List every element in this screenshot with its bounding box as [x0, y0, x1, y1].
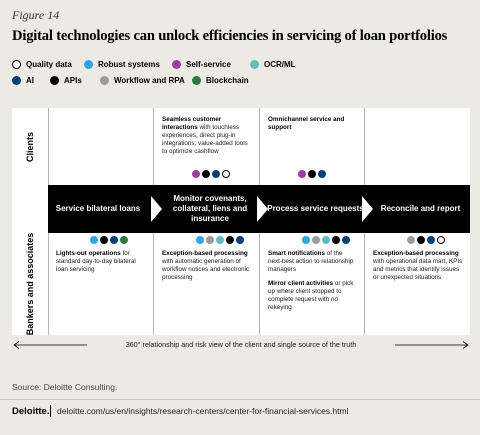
technology-dot-workflow: [407, 236, 415, 244]
cell-description: with operational data mart, KPIs and met…: [373, 258, 463, 281]
legend-item-apis: APIs: [50, 76, 82, 85]
legend-item-ocr: OCR/ML: [250, 60, 296, 69]
cell-description: of the next-best action to relationship …: [268, 250, 354, 273]
technology-dot-quality: [437, 236, 445, 244]
technology-dot-quality: [222, 170, 230, 178]
client-technology-dots: [298, 170, 326, 178]
legend-swatch-quality: [12, 60, 21, 69]
technology-dot-ai: [212, 170, 220, 178]
legend-label: OCR/ML: [264, 60, 296, 69]
stage-label: Monitor covenants, collateral, liens and…: [172, 194, 248, 223]
footer-divider: [0, 399, 480, 400]
technology-dot-self: [298, 170, 306, 178]
row-label-clients: Clients: [25, 131, 35, 162]
double-arrow-icon: [13, 341, 469, 349]
cell-heading: Mirror client activities: [268, 280, 334, 287]
legend-label: Workflow and RPA: [114, 76, 185, 85]
technology-dot-ai: [110, 236, 118, 244]
chevron-right-icon: [362, 196, 373, 222]
technology-dot-apis: [100, 236, 108, 244]
banker-cell: Exception-based processing with automati…: [162, 250, 253, 282]
stage-label: Process service requests: [267, 204, 364, 213]
diagram-title: Digital technologies can unlock efficien…: [12, 28, 448, 44]
stage-label: Service bilateral loans: [55, 204, 141, 213]
cell-heading: Omnichannel service and support: [268, 116, 345, 131]
footer-separator: [50, 405, 51, 417]
technology-dot-blockchain: [120, 236, 128, 244]
legend-swatch-workflow: [100, 76, 109, 85]
banker-technology-dots: [90, 236, 128, 244]
cell-second-paragraph: Mirror client activities or pick up wher…: [268, 280, 358, 312]
legend-item-blockchain: Blockchain: [192, 76, 249, 85]
row-header-bankers: Bankers and associates: [12, 233, 49, 335]
legend-item-self: Self-service: [172, 60, 231, 69]
technology-dot-robust: [90, 236, 98, 244]
legend-swatch-ai: [12, 76, 21, 85]
figure-label: Figure 14: [12, 8, 60, 22]
cell-description: with automatic generation of workflow no…: [162, 258, 250, 281]
legend-item-quality: Quality data: [12, 60, 72, 69]
technology-dot-ocr: [322, 236, 330, 244]
bottom-arrow-label: 360° relationship and risk view of the c…: [125, 340, 357, 349]
cell-heading: Seamless customer interactions: [162, 116, 222, 131]
technology-dot-apis: [226, 236, 234, 244]
cell-description: or pick up where client stopped to compl…: [268, 280, 354, 311]
technology-dot-ai: [236, 236, 244, 244]
deloitte-logo: Deloitte.: [12, 406, 50, 417]
chevron-right-icon: [257, 196, 268, 222]
cell-heading: Exception-based processing: [162, 250, 248, 257]
technology-dot-apis: [202, 170, 210, 178]
cell-heading: Smart notifications: [268, 250, 326, 257]
legend-label: Quality data: [26, 60, 72, 69]
legend-swatch-blockchain: [192, 76, 201, 85]
legend-label: Blockchain: [206, 76, 249, 85]
process-stage-band: Service bilateral loans Monitor covenants…: [48, 185, 470, 233]
footer-url[interactable]: deloitte.com/us/en/insights/research-cen…: [57, 406, 349, 416]
technology-dot-ai: [318, 170, 326, 178]
technology-dot-workflow: [312, 236, 320, 244]
cell-description: with touchless experiences, direct plug-…: [162, 124, 248, 155]
technology-dot-ai: [342, 236, 350, 244]
client-cell: Omnichannel service and support: [268, 116, 358, 132]
legend-item-robust: Robust systems: [84, 60, 160, 69]
bottom-span-arrow: 360° relationship and risk view of the c…: [12, 339, 470, 351]
chevron-right-icon: [151, 196, 162, 222]
legend-swatch-apis: [50, 76, 59, 85]
banker-technology-dots: [407, 236, 445, 244]
legend-swatch-ocr: [250, 60, 259, 69]
banker-technology-dots: [196, 236, 244, 244]
banker-cell: Lights-out operations for standard day-t…: [56, 250, 147, 274]
legend-item-ai: AI: [12, 76, 34, 85]
technology-dot-ocr: [216, 236, 224, 244]
cell-heading: Exception-based processing: [373, 250, 459, 257]
process-panel: Clients Bankers and associates Service b…: [12, 108, 470, 335]
banker-cell: Smart notifications of the next-best act…: [268, 250, 358, 312]
legend-swatch-self: [172, 60, 181, 69]
row-header-clients: Clients: [12, 108, 49, 185]
banker-cell: Exception-based processing with operatio…: [373, 250, 464, 282]
technology-dot-apis: [308, 170, 316, 178]
technology-dot-ai: [427, 236, 435, 244]
client-cell: Seamless customer interactions with touc…: [162, 116, 253, 156]
cell-description: for standard day-to-day bilateral loan s…: [56, 250, 136, 273]
stage-label: Reconcile and report: [380, 204, 461, 213]
technology-dot-robust: [302, 236, 310, 244]
legend-label: Self-service: [186, 60, 231, 69]
technology-dot-apis: [417, 236, 425, 244]
legend-item-workflow: Workflow and RPA: [100, 76, 185, 85]
technology-dot-workflow: [206, 236, 214, 244]
technology-dot-self: [192, 170, 200, 178]
legend-swatch-robust: [84, 60, 93, 69]
cell-heading: Lights-out operations: [56, 250, 121, 257]
source-note: Source: Deloitte Consulting.: [12, 382, 118, 392]
row-label-bankers: Bankers and associates: [25, 232, 35, 336]
client-technology-dots: [192, 170, 230, 178]
legend-label: APIs: [64, 76, 82, 85]
technology-dot-robust: [196, 236, 204, 244]
technology-dot-apis: [332, 236, 340, 244]
legend-label: Robust systems: [98, 60, 160, 69]
banker-technology-dots: [302, 236, 350, 244]
legend-label: AI: [26, 76, 34, 85]
